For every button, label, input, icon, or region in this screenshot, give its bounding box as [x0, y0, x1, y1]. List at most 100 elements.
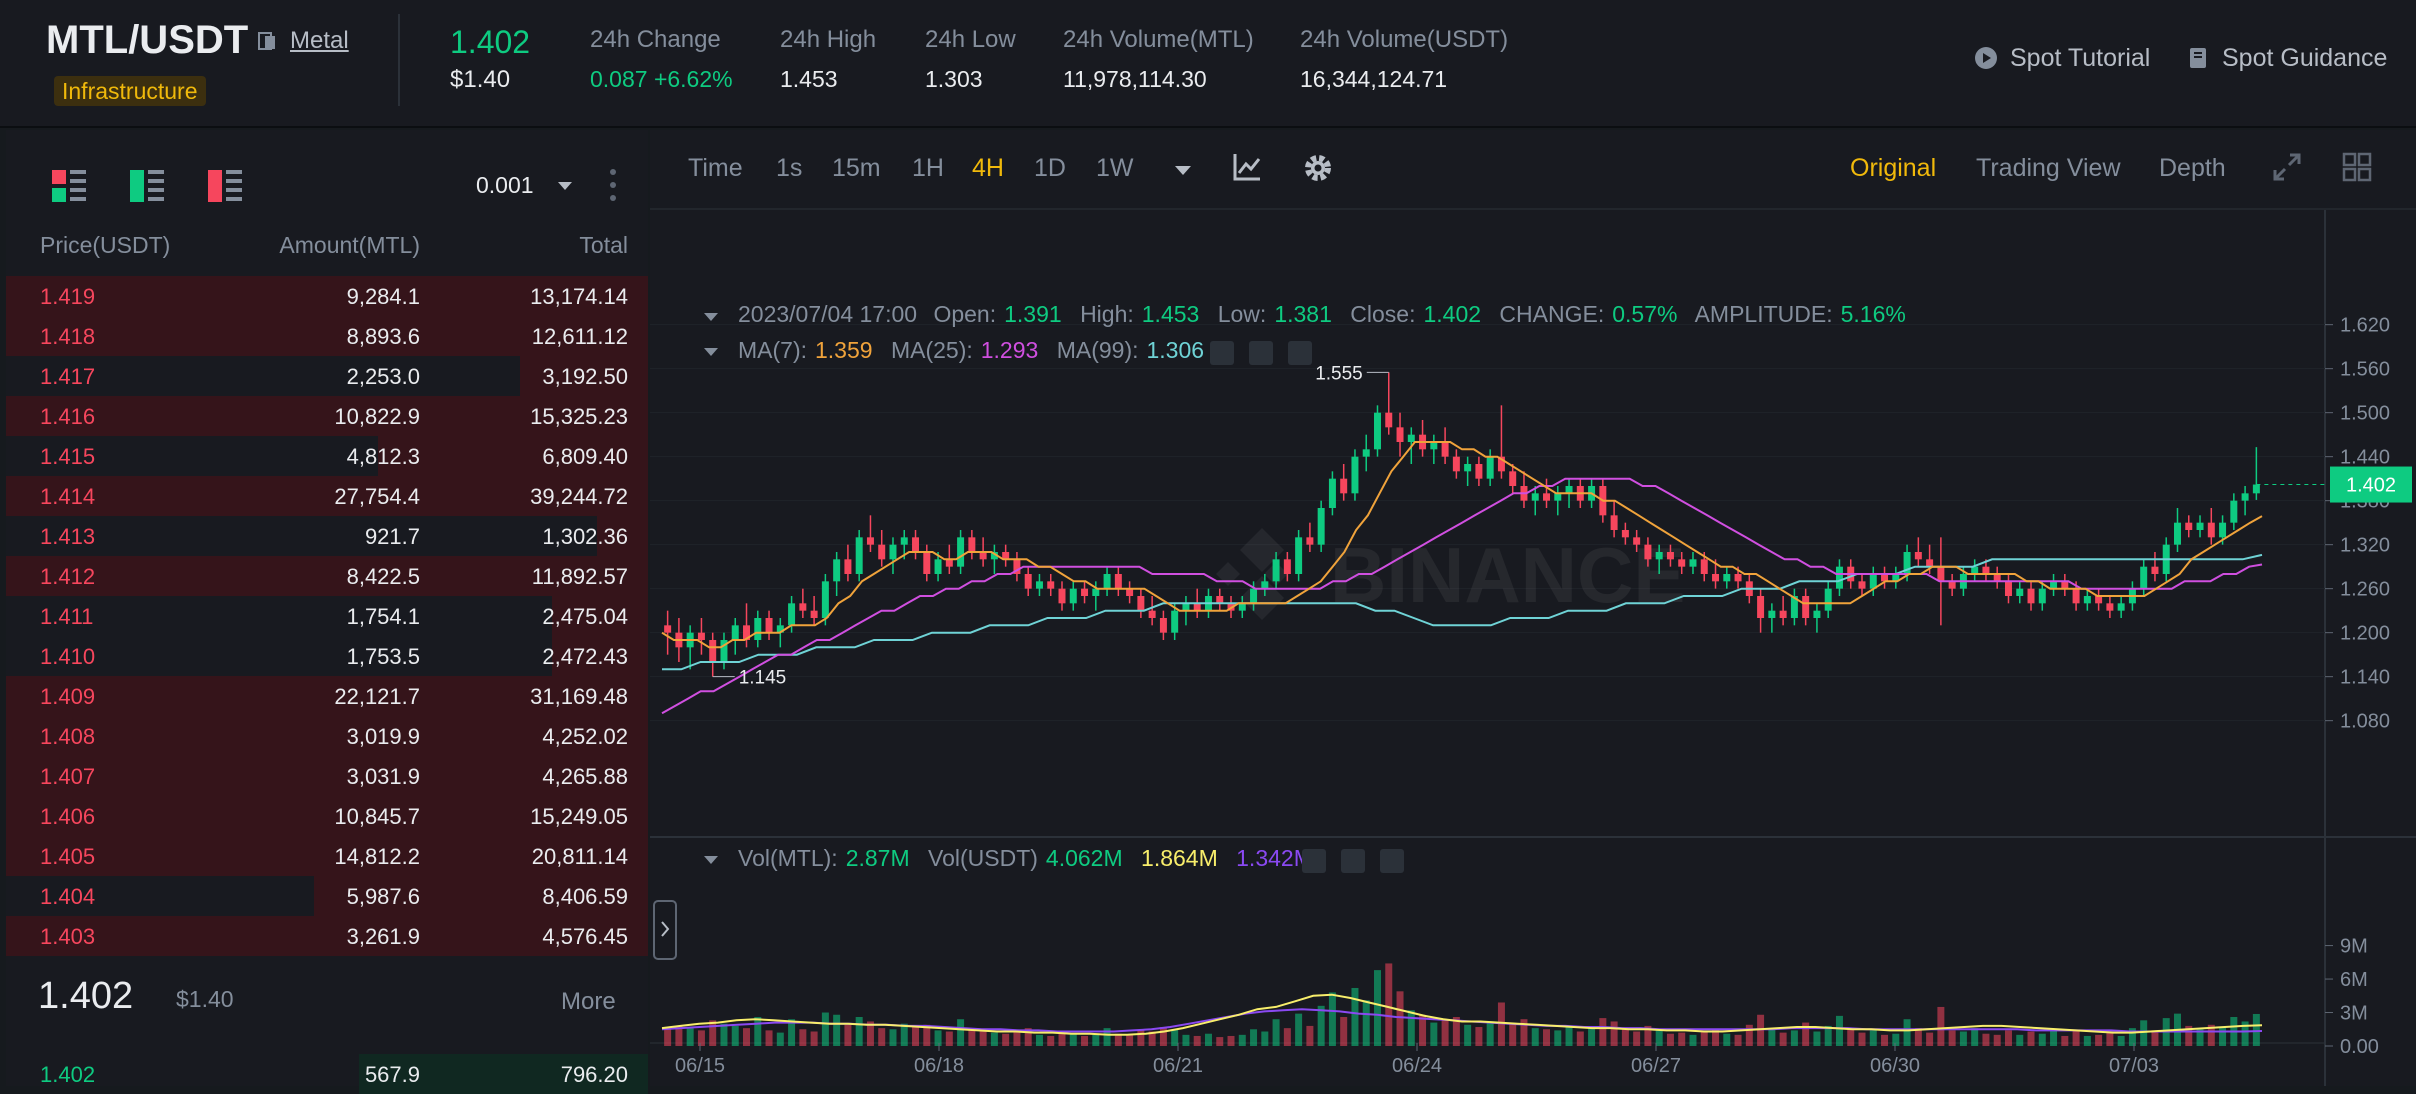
- candle-body: [2083, 596, 2091, 604]
- precision-select[interactable]: 0.001: [476, 172, 534, 198]
- price-tick-label: 1.620: [2340, 315, 2390, 337]
- ask-row[interactable]: 1.408 3,019.9 4,252.02: [6, 716, 648, 756]
- eye-icon[interactable]: [1302, 849, 1326, 873]
- volume-bar: [1035, 1034, 1043, 1046]
- price-tick-label: 1.200: [2340, 623, 2390, 645]
- volume-bar: [1576, 1031, 1584, 1046]
- ask-row[interactable]: 1.419 9,284.1 13,174.14: [6, 276, 648, 316]
- volume-bar: [1272, 1019, 1280, 1046]
- candle-body: [1024, 574, 1032, 589]
- gear-icon[interactable]: [1249, 341, 1273, 365]
- info-card-icon[interactable]: [256, 30, 278, 52]
- chevron-down-icon[interactable]: [558, 182, 572, 190]
- fullscreen-icon[interactable]: [2272, 152, 2302, 182]
- ask-amount: 4,812.3: [346, 444, 420, 469]
- volume-bar: [1328, 992, 1336, 1046]
- orderbook-asks-icon[interactable]: [208, 168, 242, 204]
- depth-bar: [6, 676, 648, 716]
- ask-row[interactable]: 1.411 1,754.1 2,475.04: [6, 596, 648, 636]
- ask-row[interactable]: 1.406 10,845.7 15,249.05: [6, 796, 648, 836]
- candle-body: [1407, 434, 1415, 442]
- volume-bar: [1813, 1031, 1821, 1046]
- ask-row[interactable]: 1.413 921.7 1,302.36: [6, 516, 648, 556]
- orderbook-bids-icon[interactable]: [130, 168, 164, 204]
- eye-icon[interactable]: [1210, 341, 1234, 365]
- volume-bar: [1013, 1030, 1021, 1046]
- settings-gear-icon[interactable]: [1302, 152, 1334, 184]
- timeframe-dropdown-icon[interactable]: [1175, 166, 1191, 175]
- candle-body: [1182, 603, 1190, 611]
- ask-row[interactable]: 1.417 2,253.0 3,192.50: [6, 356, 648, 396]
- candle-body: [900, 537, 908, 545]
- ask-row[interactable]: 1.405 14,812.2 20,811.14: [6, 836, 648, 876]
- candle-body: [1238, 603, 1246, 611]
- timeframe-time[interactable]: Time: [688, 154, 743, 182]
- ask-amount: 1,754.1: [346, 604, 420, 629]
- pair-symbol[interactable]: MTL/USDT: [46, 18, 249, 62]
- timeframe-1w[interactable]: 1W: [1096, 154, 1134, 182]
- volume-bar: [1204, 1033, 1212, 1046]
- view-original[interactable]: Original: [1850, 154, 1937, 182]
- collapse-caret-icon[interactable]: [704, 348, 718, 356]
- candle-body: [878, 544, 886, 560]
- volume-bar: [1216, 1037, 1224, 1046]
- ask-row[interactable]: 1.403 3,261.9 4,576.45: [6, 916, 648, 956]
- volume-bar: [866, 1021, 874, 1046]
- more-link[interactable]: More: [561, 988, 616, 1015]
- bid-row[interactable]: 1.402 567.9 796.20: [6, 1054, 648, 1094]
- spot-guidance-link[interactable]: Spot Guidance: [2186, 44, 2387, 73]
- ask-row[interactable]: 1.412 8,422.5 11,892.57: [6, 556, 648, 596]
- ask-row[interactable]: 1.416 10,822.9 15,325.23: [6, 396, 648, 436]
- timeframe-1h[interactable]: 1H: [912, 154, 944, 182]
- ask-price: 1.414: [40, 484, 96, 509]
- volume-bar: [1430, 1022, 1438, 1046]
- collapse-caret-icon[interactable]: [704, 313, 718, 321]
- ask-row[interactable]: 1.404 5,987.6 8,406.59: [6, 876, 648, 916]
- more-vertical-icon[interactable]: [610, 168, 616, 202]
- collapse-caret-icon[interactable]: [704, 856, 718, 864]
- stat-24h-low: 24h Low 1.303: [925, 26, 1016, 93]
- stat-label: 24h High: [780, 26, 877, 53]
- price-tick-label: 1.260: [2340, 579, 2390, 601]
- time-tick-label: 06/18: [914, 1055, 964, 1077]
- layout-grid-icon[interactable]: [2342, 152, 2372, 182]
- candle-series: [664, 372, 2260, 677]
- timeframe-4h[interactable]: 4H: [972, 154, 1004, 182]
- view-depth[interactable]: Depth: [2159, 154, 2226, 182]
- ask-row[interactable]: 1.418 8,893.6 12,611.12: [6, 316, 648, 356]
- volume-bar: [1700, 1031, 1708, 1046]
- order-book: 0.001 Price(USDT) Amount(MTL) Total 1.41…: [6, 130, 648, 1094]
- timeframe-15m[interactable]: 15m: [832, 154, 881, 182]
- volume-bar: [1148, 1031, 1156, 1046]
- ask-price: 1.405: [40, 844, 96, 869]
- timeframe-1s[interactable]: 1s: [776, 154, 803, 182]
- volume-bar: [1599, 1018, 1607, 1046]
- ask-row[interactable]: 1.414 27,754.4 39,244.72: [6, 476, 648, 516]
- close-icon[interactable]: [1288, 341, 1312, 365]
- candle-body: [821, 581, 829, 618]
- orderbook-both-icon[interactable]: [52, 168, 86, 204]
- candle-body: [1543, 493, 1550, 501]
- volume-text: Vol(MTL): 2.87M Vol(USDT) 4.062M 1.864M 1.…: [738, 845, 1313, 871]
- indicator-chart-icon[interactable]: [1232, 152, 1262, 182]
- ask-amount: 3,261.9: [346, 924, 420, 949]
- category-tag[interactable]: Infrastructure: [54, 76, 206, 106]
- ask-row[interactable]: 1.415 4,812.3 6,809.40: [6, 436, 648, 476]
- ask-row[interactable]: 1.409 22,121.7 31,169.48: [6, 676, 648, 716]
- gear-icon[interactable]: [1341, 849, 1365, 873]
- volume-bar: [1374, 970, 1381, 1046]
- candle-body: [2241, 493, 2249, 501]
- category-link[interactable]: Metal: [290, 27, 349, 54]
- close-icon[interactable]: [1380, 849, 1404, 873]
- ask-row[interactable]: 1.407 3,031.9 4,265.88: [6, 756, 648, 796]
- candlestick-chart[interactable]: BINANCE 1.6201.5601.5001.4401.3801.3201.…: [650, 210, 2416, 1086]
- timeframe-1d[interactable]: 1D: [1034, 154, 1066, 182]
- expand-panel-button[interactable]: [653, 900, 677, 960]
- low-marker-label: 1.145: [739, 668, 787, 689]
- candle-body: [1881, 574, 1889, 582]
- volume-bar: [855, 1016, 863, 1046]
- spot-tutorial-link[interactable]: Spot Tutorial: [1974, 44, 2150, 73]
- ask-row[interactable]: 1.410 1,753.5 2,472.43: [6, 636, 648, 676]
- view-trading-view[interactable]: Trading View: [1976, 154, 2121, 182]
- ask-total: 31,169.48: [530, 684, 628, 709]
